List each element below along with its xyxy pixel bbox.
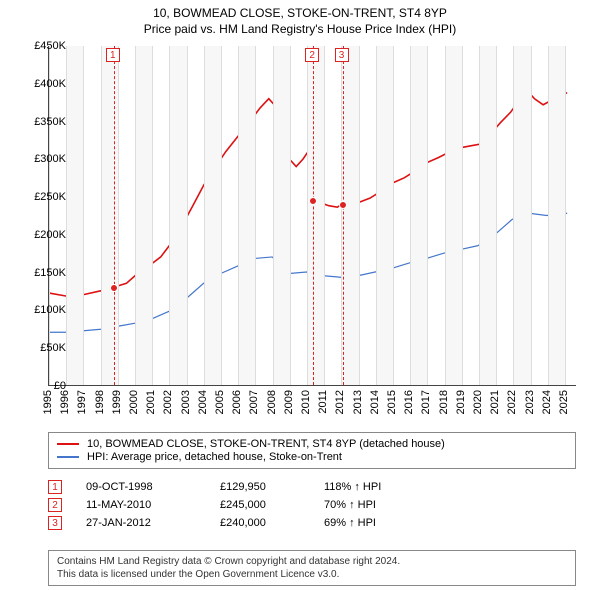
x-tick-label: 2007 — [248, 390, 260, 430]
y-tick-label: £250K — [26, 191, 66, 203]
x-tick-label: 2017 — [420, 390, 432, 430]
sale-date: 11-MAY-2010 — [86, 499, 196, 511]
y-tick-label: £450K — [26, 40, 66, 52]
legend-row-property: 10, BOWMEAD CLOSE, STOKE-ON-TRENT, ST4 8… — [57, 438, 567, 450]
marker-box-3: 3 — [335, 48, 349, 62]
marker-dot-1 — [110, 284, 118, 292]
sale-price: £245,000 — [220, 499, 300, 511]
y-tick-label: £50K — [26, 342, 66, 354]
x-tick-label: 2015 — [386, 390, 398, 430]
x-tick-label: 2023 — [524, 390, 536, 430]
y-tick-label: £300K — [26, 153, 66, 165]
legend: 10, BOWMEAD CLOSE, STOKE-ON-TRENT, ST4 8… — [48, 432, 576, 469]
chart-wrapper: 10, BOWMEAD CLOSE, STOKE-ON-TRENT, ST4 8… — [0, 0, 600, 590]
footer-line1: Contains HM Land Registry data © Crown c… — [57, 555, 567, 568]
footer-line2: This data is licensed under the Open Gov… — [57, 568, 567, 581]
y-tick-label: £350K — [26, 116, 66, 128]
sales-table: 1 09-OCT-1998 £129,950 118% ↑ HPI 2 11-MAY-20… — [48, 476, 576, 534]
y-tick-label: £200K — [26, 229, 66, 241]
x-tick-label: 2020 — [472, 390, 484, 430]
sale-box: 1 — [48, 480, 62, 494]
sale-hpi: 69% ↑ HPI — [324, 517, 434, 529]
legend-row-hpi: HPI: Average price, detached house, Stok… — [57, 451, 567, 463]
x-tick-label: 2013 — [352, 390, 364, 430]
sale-hpi: 118% ↑ HPI — [324, 481, 434, 493]
x-tick-label: 1995 — [42, 390, 54, 430]
x-tick-label: 2002 — [162, 390, 174, 430]
x-tick-label: 1997 — [76, 390, 88, 430]
x-tick-label: 2009 — [283, 390, 295, 430]
x-tick-label: 2019 — [455, 390, 467, 430]
title-sub: Price paid vs. HM Land Registry's House … — [0, 22, 600, 36]
sale-box: 2 — [48, 498, 62, 512]
sale-price: £240,000 — [220, 517, 300, 529]
x-tick-label: 2008 — [266, 390, 278, 430]
legend-swatch-hpi — [57, 456, 79, 458]
legend-label-property: 10, BOWMEAD CLOSE, STOKE-ON-TRENT, ST4 8… — [87, 438, 445, 450]
sale-price: £129,950 — [220, 481, 300, 493]
sale-row: 1 09-OCT-1998 £129,950 118% ↑ HPI — [48, 480, 576, 494]
marker-box-1: 1 — [106, 48, 120, 62]
sale-hpi: 70% ↑ HPI — [324, 499, 434, 511]
sale-row: 2 11-MAY-2010 £245,000 70% ↑ HPI — [48, 498, 576, 512]
legend-label-hpi: HPI: Average price, detached house, Stok… — [87, 451, 342, 463]
x-tick-label: 2003 — [180, 390, 192, 430]
x-tick-label: 2021 — [489, 390, 501, 430]
marker-dot-3 — [339, 201, 347, 209]
x-tick-label: 2010 — [300, 390, 312, 430]
x-tick-label: 2014 — [369, 390, 381, 430]
x-tick-label: 2006 — [231, 390, 243, 430]
x-tick-label: 2018 — [438, 390, 450, 430]
titles: 10, BOWMEAD CLOSE, STOKE-ON-TRENT, ST4 8… — [0, 0, 600, 36]
x-tick-label: 2016 — [403, 390, 415, 430]
footer: Contains HM Land Registry data © Crown c… — [48, 550, 576, 586]
x-tick-label: 1999 — [111, 390, 123, 430]
y-tick-label: £100K — [26, 304, 66, 316]
sale-box: 3 — [48, 516, 62, 530]
x-tick-label: 2024 — [541, 390, 553, 430]
x-tick-label: 2025 — [558, 390, 570, 430]
x-tick-label: 2004 — [197, 390, 209, 430]
x-tick-label: 2011 — [317, 390, 329, 430]
x-tick-label: 2012 — [334, 390, 346, 430]
title-main: 10, BOWMEAD CLOSE, STOKE-ON-TRENT, ST4 8… — [0, 6, 600, 20]
y-tick-label: £150K — [26, 267, 66, 279]
x-tick-label: 2001 — [145, 390, 157, 430]
x-tick-label: 2022 — [506, 390, 518, 430]
sale-date: 09-OCT-1998 — [86, 481, 196, 493]
y-tick-label: £400K — [26, 78, 66, 90]
sale-row: 3 27-JAN-2012 £240,000 69% ↑ HPI — [48, 516, 576, 530]
x-tick-label: 2005 — [214, 390, 226, 430]
x-tick-label: 1998 — [94, 390, 106, 430]
marker-box-2: 2 — [305, 48, 319, 62]
y-tick-label: £0 — [26, 380, 66, 392]
x-tick-label: 2000 — [128, 390, 140, 430]
sale-date: 27-JAN-2012 — [86, 517, 196, 529]
chart-area: 1 2 3 — [48, 46, 576, 386]
legend-swatch-property — [57, 443, 79, 445]
x-tick-label: 1996 — [59, 390, 71, 430]
marker-dot-2 — [309, 197, 317, 205]
